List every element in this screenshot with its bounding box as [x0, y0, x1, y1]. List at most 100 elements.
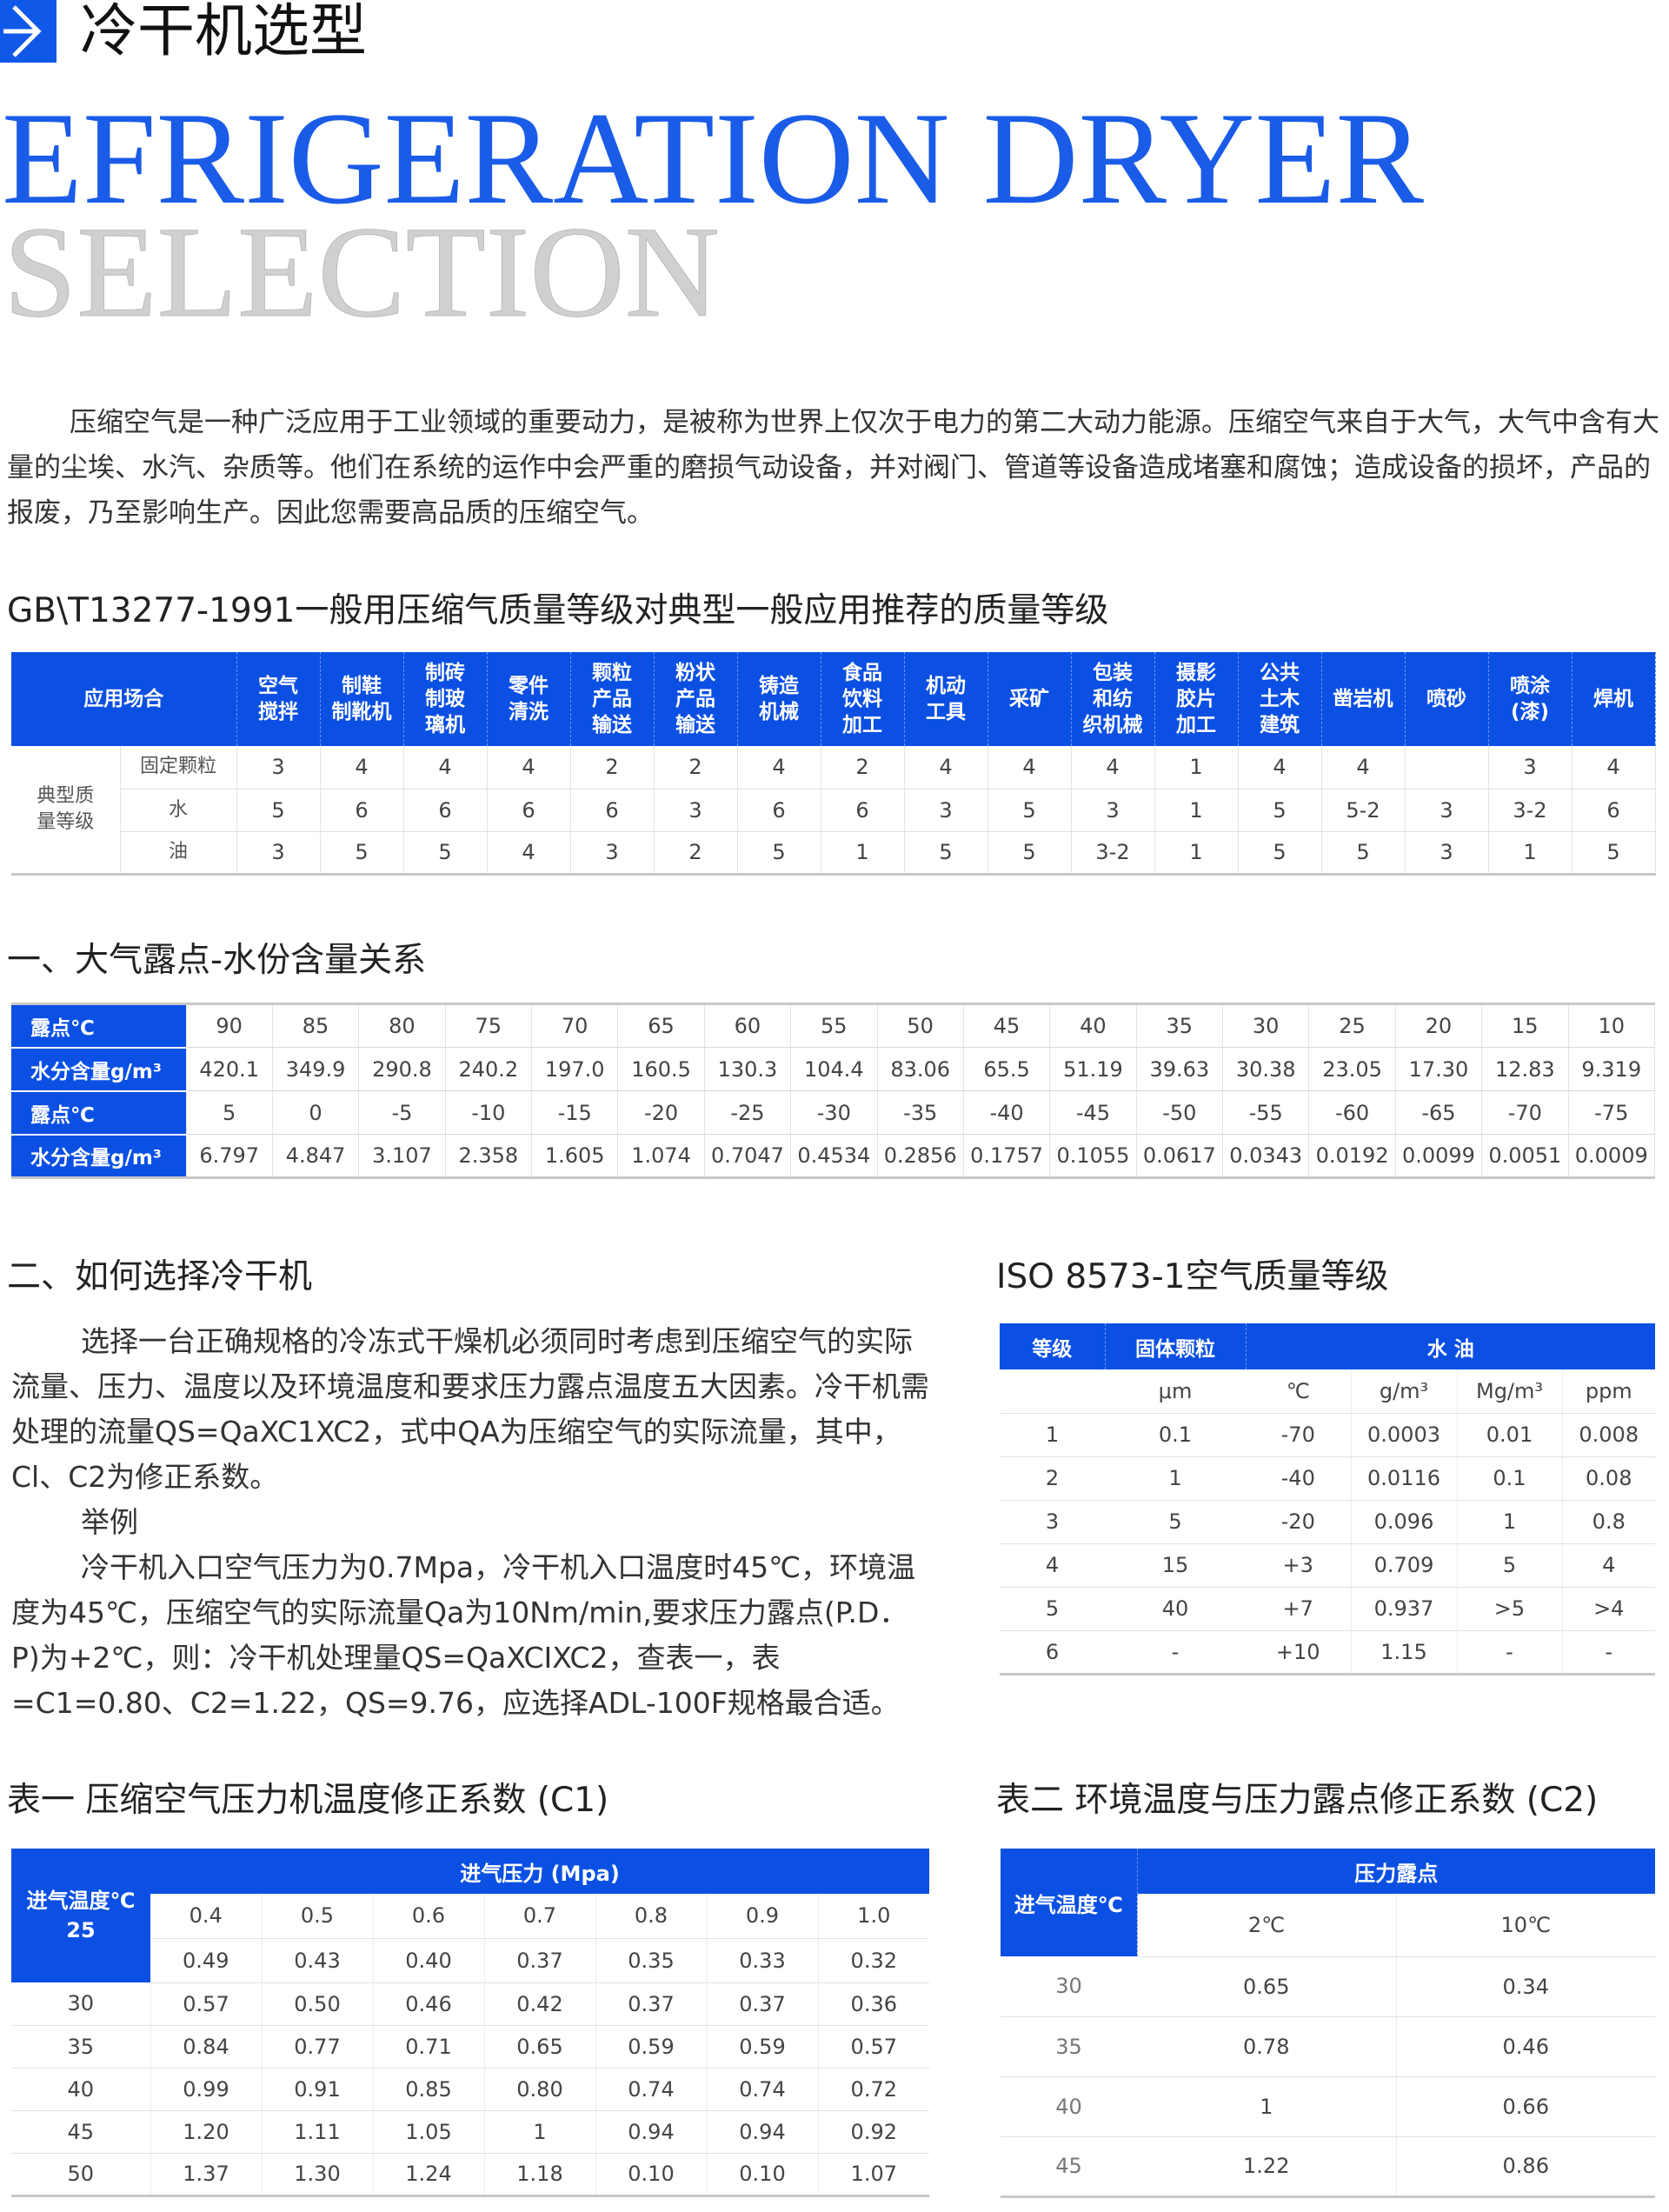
value-cell: 6.797 — [186, 1134, 273, 1179]
table-row: 水分含量g/m³ 6.797 4.847 3.107 2.358 1.605 1.074 0.… — [11, 1134, 1655, 1179]
grade-cell: 6 — [487, 789, 571, 832]
value-cell: 0.709 — [1350, 1543, 1457, 1588]
temp-cell: 40 — [1001, 2076, 1137, 2137]
value-cell: 17.30 — [1395, 1047, 1483, 1091]
value-cell: 1 — [1456, 1500, 1562, 1544]
value-cell: 0.49 — [150, 1938, 262, 1983]
grade-cell: 3 — [904, 789, 988, 832]
corner-header: 应用场合 — [11, 652, 237, 746]
grade-cell: 4 — [487, 746, 571, 790]
value-cell: -75 — [1568, 1090, 1655, 1135]
pressure-cell: 0.6 — [372, 1894, 484, 1939]
value-cell: 0.94 — [595, 2110, 707, 2154]
unit-cell: ℃ — [1246, 1369, 1351, 1414]
value-cell: 0.46 — [1395, 2016, 1655, 2077]
iso-table-title: ISO 8573-1空气质量等级 — [996, 1257, 1389, 1296]
dew-point-table: 露点℃ 90 85 80 75 70 65 60 55 50 45 40 35 30 25 20 15 10 水分含… — [11, 1003, 1655, 1179]
value-cell: 0.008 — [1561, 1413, 1656, 1457]
temp-cell: 30 — [1001, 1956, 1137, 2017]
grade-cell: 4 — [904, 746, 988, 790]
table-row: 30 0.65 0.34 — [1001, 1956, 1655, 2017]
value-cell: 9.319 — [1568, 1047, 1655, 1091]
units-row: μm ℃ g/m³ Mg/m³ ppm — [1000, 1369, 1656, 1414]
value-cell: 0.1757 — [963, 1134, 1051, 1179]
grade-cell: 3 — [236, 746, 321, 790]
value-cell: -60 — [1308, 1090, 1396, 1135]
value-cell: -30 — [790, 1090, 878, 1135]
grade-cell: 6 — [737, 789, 821, 832]
temp-cell: 35 — [11, 2025, 151, 2069]
table-row: 30 0.57 0.50 0.46 0.42 0.37 0.37 0.36 — [11, 1982, 930, 2026]
value-cell: 0.0051 — [1481, 1134, 1569, 1179]
column-header: 制砖 制玻 璃机 — [403, 652, 488, 746]
table-row: 水分含量g/m³ 420.1 349.9 290.8 240.2 197.0 160.5 13… — [11, 1047, 1655, 1092]
value-cell: -20 — [617, 1090, 705, 1135]
value-cell: 0 — [272, 1090, 360, 1135]
column-header: 包装 和纺 织机械 — [1071, 652, 1155, 746]
header-row: 进气温度℃ 25 进气压力 (Mpa) — [11, 1849, 930, 1982]
value-cell: 0.46 — [372, 1982, 484, 2026]
value-cell: 0.65 — [1137, 1956, 1396, 2017]
group-header: 压力露点 — [1137, 1849, 1655, 1894]
value-cell: 0.59 — [706, 2025, 818, 2069]
pressure-cell: 0.8 — [595, 1894, 707, 1939]
grade-cell: 4 — [737, 746, 821, 790]
value-cell: 1.20 — [150, 2110, 262, 2154]
value-cell: 1.11 — [261, 2110, 373, 2154]
table-row: 35 0.78 0.46 — [1001, 2016, 1655, 2077]
value-cell: +7 — [1246, 1587, 1351, 1631]
temp-cell: 40 — [11, 2068, 151, 2111]
value-cell: 420.1 — [186, 1047, 273, 1091]
grade-cell: 1 — [1488, 831, 1573, 876]
grade-cell: 3 — [1405, 789, 1489, 832]
banner-line1: EFRIGERATION DRYER — [2, 91, 1425, 231]
table-row: 4 15 +3 0.709 5 4 — [1000, 1543, 1656, 1588]
value-cell: 65.5 — [963, 1047, 1051, 1091]
value-cell: -35 — [877, 1090, 964, 1135]
value-cell: 0.35 — [595, 1938, 707, 1983]
grade-cell: 1 — [1154, 831, 1239, 876]
grade-cell: 4 — [403, 746, 488, 790]
value-cell: 0.84 — [150, 2025, 262, 2069]
grade-cell: 1 — [1154, 746, 1239, 790]
pressure-cell: 0.5 — [261, 1894, 373, 1939]
unit-cell: μm — [1105, 1369, 1246, 1414]
value-cell: 3 — [1000, 1500, 1105, 1544]
value-cell: 55 — [790, 1003, 878, 1048]
value-cell: 1.18 — [483, 2153, 595, 2197]
value-cell: 4.847 — [272, 1134, 360, 1179]
value-cell: - — [1456, 1630, 1562, 1676]
grade-cell: 5 — [737, 831, 821, 876]
grade-cell: 3-2 — [1488, 789, 1573, 832]
value-cell: 65 — [617, 1003, 705, 1048]
table-row: 0.49 0.43 0.40 0.37 0.35 0.33 0.32 — [11, 1938, 930, 1983]
grade-cell: 2 — [821, 746, 905, 790]
value-cell: 0.43 — [261, 1938, 373, 1983]
temp-cell: 30 — [11, 1982, 151, 2026]
grade-cell: 5-2 — [1321, 789, 1406, 832]
column-header: 喷砂 — [1405, 652, 1489, 746]
table-row: 40 0.99 0.91 0.85 0.80 0.74 0.74 0.72 — [11, 2068, 930, 2111]
column-header: 空气 搅拌 — [236, 652, 321, 746]
value-cell: 1.22 — [1137, 2136, 1396, 2198]
value-cell: 5 — [1456, 1543, 1562, 1588]
value-cell: 0.10 — [595, 2153, 707, 2197]
grade-cell: 4 — [1572, 746, 1656, 790]
dewpoint-cell: 2℃ — [1137, 1894, 1396, 1957]
value-cell: 30.38 — [1222, 1047, 1310, 1091]
grade-cell: 5 — [904, 831, 988, 876]
example-label: 举例 — [81, 1505, 138, 1539]
grade-cell: 4 — [1238, 746, 1322, 790]
table-row: 35 0.84 0.77 0.71 0.65 0.59 0.59 0.57 — [11, 2025, 930, 2069]
value-cell: 0.096 — [1350, 1500, 1457, 1544]
value-cell: 12.83 — [1481, 1047, 1569, 1091]
grade-cell: 4 — [1071, 746, 1155, 790]
value-cell: 0.01 — [1456, 1413, 1562, 1457]
grade-cell: 4 — [487, 831, 571, 876]
value-cell: 0.94 — [706, 2110, 818, 2154]
value-cell: 0.57 — [817, 2025, 930, 2069]
value-cell: -40 — [1246, 1456, 1351, 1501]
value-cell: 290.8 — [358, 1047, 446, 1091]
value-cell: 0.0003 — [1350, 1413, 1457, 1457]
value-cell: 0.85 — [372, 2068, 484, 2111]
